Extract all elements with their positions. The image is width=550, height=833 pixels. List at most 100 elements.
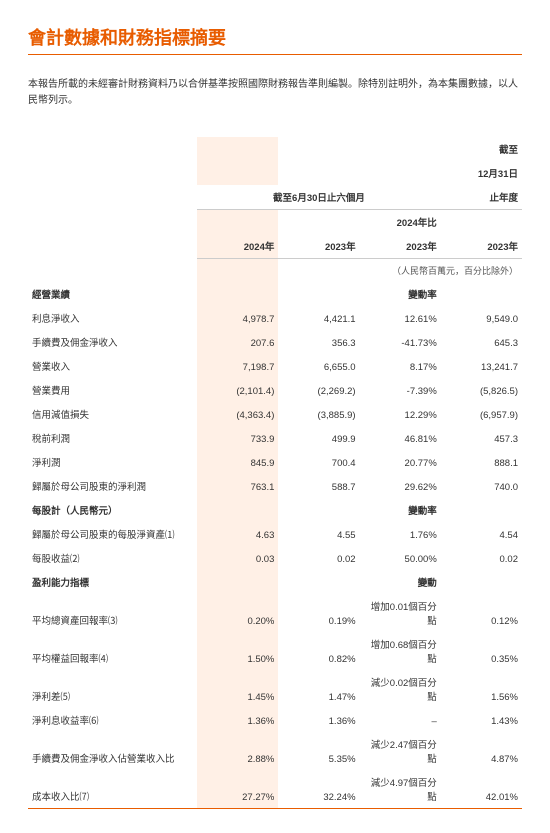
row-label: 利息淨收入 bbox=[28, 306, 197, 330]
cell: 733.9 bbox=[197, 426, 278, 450]
cell: 1.76% bbox=[360, 522, 441, 546]
cell: (3,885.9) bbox=[278, 402, 359, 426]
cell: 0.20% bbox=[197, 594, 278, 632]
hdr-vs1: 2024年比 bbox=[360, 210, 441, 235]
table-row: 每股收益⑵0.030.0250.00%0.02 bbox=[28, 546, 522, 570]
intro-paragraph: 本報告所載的未經審計財務資料乃以合併基準按照國際財務報告準則編製。除特別註明外，… bbox=[28, 77, 522, 109]
table-row: 平均總資產回報率⑶0.20%0.19%增加0.01個百分點0.12% bbox=[28, 594, 522, 632]
cell: 29.62% bbox=[360, 474, 441, 498]
cell: 1.36% bbox=[197, 708, 278, 732]
cell: 763.1 bbox=[197, 474, 278, 498]
hdr-year-end: 止年度 bbox=[441, 185, 522, 210]
page-title: 會計數據和財務指標摘要 bbox=[28, 24, 522, 50]
table-row: 淨利差⑸1.45%1.47%減少0.02個百分點1.56% bbox=[28, 670, 522, 708]
section-label: 經營業績 bbox=[28, 282, 197, 306]
cell: 0.19% bbox=[278, 594, 359, 632]
cell: 0.02 bbox=[441, 546, 522, 570]
table-row: 手續費及佣金淨收入207.6356.3-41.73%645.3 bbox=[28, 330, 522, 354]
hdr-2023: 2023年 bbox=[278, 234, 359, 259]
cell: 4.55 bbox=[278, 522, 359, 546]
cell: (6,957.9) bbox=[441, 402, 522, 426]
cell: 減少0.02個百分點 bbox=[360, 670, 441, 708]
financial-table: 截至 12月31日 截至6月30日止六個月 止年度 2024年比 2024年 2… bbox=[28, 137, 522, 809]
table-row: 歸屬於母公司股東的每股淨資產⑴4.634.551.76%4.54 bbox=[28, 522, 522, 546]
table-row: 營業收入7,198.76,655.08.17%13,241.7 bbox=[28, 354, 522, 378]
cell: 42.01% bbox=[441, 770, 522, 809]
cell: 32.24% bbox=[278, 770, 359, 809]
cell: 1.45% bbox=[197, 670, 278, 708]
row-label: 平均總資產回報率⑶ bbox=[28, 594, 197, 632]
cell: 1.43% bbox=[441, 708, 522, 732]
cell: 5.35% bbox=[278, 732, 359, 770]
cell: 減少4.97個百分點 bbox=[360, 770, 441, 809]
row-label: 成本收入比⑺ bbox=[28, 770, 197, 809]
row-label: 歸屬於母公司股東的淨利潤 bbox=[28, 474, 197, 498]
row-label: 手續費及佣金淨收入佔營業收入比 bbox=[28, 732, 197, 770]
cell: (5,826.5) bbox=[441, 378, 522, 402]
cell: 356.3 bbox=[278, 330, 359, 354]
row-label: 稅前利潤 bbox=[28, 426, 197, 450]
cell: -41.73% bbox=[360, 330, 441, 354]
cell: 27.27% bbox=[197, 770, 278, 809]
unit-row: （人民幣百萬元，百分比除外） bbox=[28, 259, 522, 283]
cell: 50.00% bbox=[360, 546, 441, 570]
cell: 645.3 bbox=[441, 330, 522, 354]
section-head: 經營業績 變動率 bbox=[28, 282, 522, 306]
cell: 499.9 bbox=[278, 426, 359, 450]
cell: 207.6 bbox=[197, 330, 278, 354]
cell: 6,655.0 bbox=[278, 354, 359, 378]
cell: 1.47% bbox=[278, 670, 359, 708]
cell: 20.77% bbox=[360, 450, 441, 474]
hdr-dec31: 12月31日 bbox=[441, 161, 522, 185]
row-label: 營業費用 bbox=[28, 378, 197, 402]
cell: 12.61% bbox=[360, 306, 441, 330]
cell: 12.29% bbox=[360, 402, 441, 426]
cell: 0.02 bbox=[278, 546, 359, 570]
hdr-period-to: 截至 bbox=[441, 137, 522, 161]
row-label: 信用減值損失 bbox=[28, 402, 197, 426]
table-row: 利息淨收入4,978.74,421.112.61%9,549.0 bbox=[28, 306, 522, 330]
cell: 13,241.7 bbox=[441, 354, 522, 378]
cell: 9,549.0 bbox=[441, 306, 522, 330]
table-row: 淨利潤845.9700.420.77%888.1 bbox=[28, 450, 522, 474]
section-label: 每股計（人民幣元） bbox=[28, 498, 197, 522]
table-row: 信用減值損失(4,363.4)(3,885.9)12.29%(6,957.9) bbox=[28, 402, 522, 426]
row-label: 淨利息收益率⑹ bbox=[28, 708, 197, 732]
cell: 4.87% bbox=[441, 732, 522, 770]
row-label: 手續費及佣金淨收入 bbox=[28, 330, 197, 354]
change-label: 變動 bbox=[360, 570, 441, 594]
table-row: 營業費用(2,101.4)(2,269.2)-7.39%(5,826.5) bbox=[28, 378, 522, 402]
cell: 增加0.01個百分點 bbox=[360, 594, 441, 632]
table-row: 成本收入比⑺27.27%32.24%減少4.97個百分點42.01% bbox=[28, 770, 522, 809]
header-row: 截至 bbox=[28, 137, 522, 161]
row-label: 營業收入 bbox=[28, 354, 197, 378]
cell: 0.03 bbox=[197, 546, 278, 570]
cell: 0.12% bbox=[441, 594, 522, 632]
cell: 減少2.47個百分點 bbox=[360, 732, 441, 770]
table-row: 歸屬於母公司股東的淨利潤763.1588.729.62%740.0 bbox=[28, 474, 522, 498]
hdr-vs2: 2023年 bbox=[360, 234, 441, 259]
cell: 588.7 bbox=[278, 474, 359, 498]
header-row: 截至6月30日止六個月 止年度 bbox=[28, 185, 522, 210]
cell: 4.54 bbox=[441, 522, 522, 546]
table-row: 淨利息收益率⑹1.36%1.36%–1.43% bbox=[28, 708, 522, 732]
header-row: 12月31日 bbox=[28, 161, 522, 185]
cell: 845.9 bbox=[197, 450, 278, 474]
unit-note: （人民幣百萬元，百分比除外） bbox=[278, 259, 522, 283]
row-label: 每股收益⑵ bbox=[28, 546, 197, 570]
cell: 700.4 bbox=[278, 450, 359, 474]
cell: 4.63 bbox=[197, 522, 278, 546]
cell: 46.81% bbox=[360, 426, 441, 450]
cell: 2.88% bbox=[197, 732, 278, 770]
cell: (2,101.4) bbox=[197, 378, 278, 402]
row-label: 淨利潤 bbox=[28, 450, 197, 474]
cell: 1.56% bbox=[441, 670, 522, 708]
cell: 4,421.1 bbox=[278, 306, 359, 330]
table-row: 平均權益回報率⑷1.50%0.82%增加0.68個百分點0.35% bbox=[28, 632, 522, 670]
cell: 1.50% bbox=[197, 632, 278, 670]
hdr-yr2023: 2023年 bbox=[441, 234, 522, 259]
section-head: 盈利能力指標 變動 bbox=[28, 570, 522, 594]
cell: 0.35% bbox=[441, 632, 522, 670]
cell: 457.3 bbox=[441, 426, 522, 450]
row-label: 淨利差⑸ bbox=[28, 670, 197, 708]
